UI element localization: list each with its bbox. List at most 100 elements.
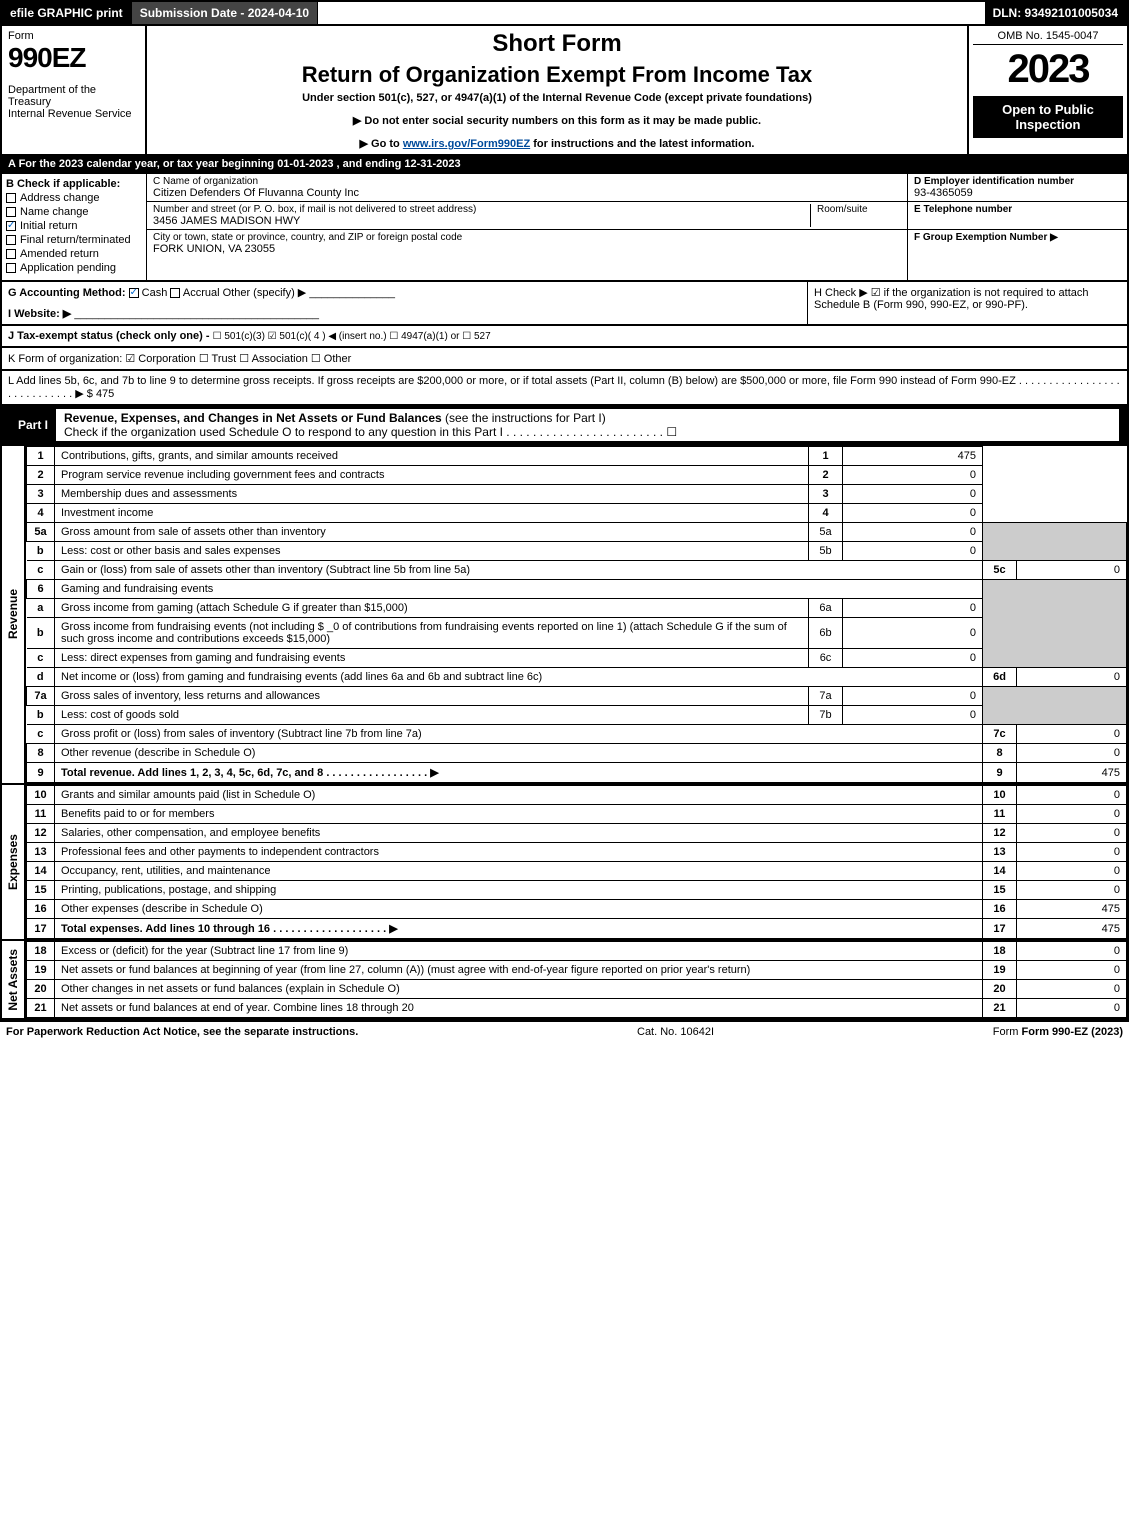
accrual-label: Accrual: [183, 287, 220, 299]
j-label: J Tax-exempt status (check only one) -: [8, 330, 210, 342]
line-16: 16Other expenses (describe in Schedule O…: [27, 900, 1127, 919]
section-i: I Website: ▶: [8, 308, 71, 320]
other-label: Other (specify) ▶: [223, 287, 307, 299]
line-9: 9Total revenue. Add lines 1, 2, 3, 4, 5c…: [27, 763, 1127, 783]
line-2: 2Program service revenue including gover…: [27, 466, 1127, 485]
short-form-title: Short Form: [157, 30, 957, 58]
row-a-tax-year: A For the 2023 calendar year, or tax yea…: [0, 156, 1129, 174]
section-gh: G Accounting Method: Cash Accrual Other …: [0, 282, 1129, 326]
line-14: 14Occupancy, rent, utilities, and mainte…: [27, 862, 1127, 881]
section-def: D Employer identification number 93-4365…: [907, 174, 1127, 280]
section-g: G Accounting Method: Cash Accrual Other …: [2, 282, 807, 324]
section-b: B Check if applicable: Address change Na…: [2, 174, 147, 280]
line-6: 6Gaming and fundraising events: [27, 580, 1127, 599]
chk-application-pending[interactable]: Application pending: [6, 262, 142, 274]
section-c: C Name of organization Citizen Defenders…: [147, 174, 907, 280]
netassets-section: Net Assets 18Excess or (deficit) for the…: [0, 941, 1129, 1020]
line-7c: cGross profit or (loss) from sales of in…: [27, 725, 1127, 744]
line-11: 11Benefits paid to or for members110: [27, 805, 1127, 824]
chk-label: Application pending: [20, 262, 116, 274]
efile-label[interactable]: efile GRAPHIC print: [2, 2, 132, 24]
return-title: Return of Organization Exempt From Incom…: [157, 62, 957, 88]
line-6a: aGross income from gaming (attach Schedu…: [27, 599, 1127, 618]
street-value: 3456 JAMES MADISON HWY: [153, 215, 804, 227]
irs-link[interactable]: www.irs.gov/Form990EZ: [403, 138, 530, 150]
chk-label: Address change: [20, 192, 100, 204]
header-left: Form 990EZ Department of the Treasury In…: [2, 26, 147, 154]
form-label: Form: [8, 30, 139, 42]
part1-label: Part I: [10, 418, 56, 432]
section-f: F Group Exemption Number ▶: [908, 230, 1127, 245]
org-name: Citizen Defenders Of Fluvanna County Inc: [153, 187, 901, 199]
revenue-vlabel-cell: Revenue: [2, 446, 26, 783]
cash-label: Cash: [142, 287, 168, 299]
section-j: J Tax-exempt status (check only one) - ☐…: [0, 326, 1129, 348]
line-20: 20Other changes in net assets or fund ba…: [27, 980, 1127, 999]
section-e: E Telephone number: [908, 202, 1127, 230]
netassets-vlabel-cell: Net Assets: [2, 941, 26, 1018]
chk-label: Initial return: [20, 220, 77, 232]
dln: DLN: 93492101005034: [985, 2, 1127, 24]
chk-initial-return[interactable]: Initial return: [6, 220, 142, 232]
note2-post: for instructions and the latest informat…: [530, 138, 754, 150]
line-8: 8Other revenue (describe in Schedule O)8…: [27, 744, 1127, 763]
line-6d: dNet income or (loss) from gaming and fu…: [27, 668, 1127, 687]
j-options: ☐ 501(c)(3) ☑ 501(c)( 4 ) ◀ (insert no.)…: [213, 331, 491, 342]
part1-check-note: Check if the organization used Schedule …: [64, 425, 677, 439]
footer-right: Form Form 990-EZ (2023): [993, 1026, 1123, 1038]
line-5a: 5aGross amount from sale of assets other…: [27, 523, 1127, 542]
omb-number: OMB No. 1545-0047: [973, 30, 1123, 45]
line-19: 19Net assets or fund balances at beginni…: [27, 961, 1127, 980]
phone-value: [914, 215, 1121, 227]
netassets-table: 18Excess or (deficit) for the year (Subt…: [26, 941, 1127, 1018]
irs-label: Internal Revenue Service: [8, 108, 139, 120]
street-row: Number and street (or P. O. box, if mail…: [147, 202, 907, 230]
expenses-table: 10Grants and similar amounts paid (list …: [26, 785, 1127, 939]
city-row: City or town, state or province, country…: [147, 230, 907, 257]
phone-label: E Telephone number: [914, 204, 1121, 215]
ein-value: 93-4365059: [914, 187, 1121, 199]
chk-label: Name change: [20, 206, 89, 218]
goto-note: ▶ Go to www.irs.gov/Form990EZ for instru…: [157, 137, 957, 150]
city-value: FORK UNION, VA 23055: [153, 243, 901, 255]
chk-accrual[interactable]: [170, 288, 180, 298]
line-6b: bGross income from fundraising events (n…: [27, 618, 1127, 649]
chk-amended-return[interactable]: Amended return: [6, 248, 142, 260]
l-text: L Add lines 5b, 6c, and 7b to line 9 to …: [8, 375, 1120, 400]
chk-name-change[interactable]: Name change: [6, 206, 142, 218]
chk-address-change[interactable]: Address change: [6, 192, 142, 204]
form-header: Form 990EZ Department of the Treasury In…: [0, 26, 1129, 156]
chk-cash[interactable]: [129, 288, 139, 298]
group-exemption-label: F Group Exemption Number ▶: [914, 232, 1121, 243]
expenses-vlabel: Expenses: [4, 830, 22, 894]
line-3: 3Membership dues and assessments30: [27, 485, 1127, 504]
ein-label: D Employer identification number: [914, 176, 1121, 187]
line-1: 1Contributions, gifts, grants, and simil…: [27, 447, 1127, 466]
line-4: 4Investment income40: [27, 504, 1127, 523]
line-13: 13Professional fees and other payments t…: [27, 843, 1127, 862]
note2-pre: ▶ Go to: [360, 138, 403, 150]
line-5b: bLess: cost or other basis and sales exp…: [27, 542, 1127, 561]
line-7a: 7aGross sales of inventory, less returns…: [27, 687, 1127, 706]
street-label: Number and street (or P. O. box, if mail…: [153, 204, 804, 215]
header-right: OMB No. 1545-0047 2023 Open to Public In…: [967, 26, 1127, 154]
tax-year: 2023: [973, 47, 1123, 92]
top-bar: efile GRAPHIC print Submission Date - 20…: [0, 0, 1129, 26]
spacer: [318, 2, 984, 24]
org-name-row: C Name of organization Citizen Defenders…: [147, 174, 907, 202]
section-b-label: B Check if applicable:: [6, 178, 142, 190]
part1-header: Part I Revenue, Expenses, and Changes in…: [0, 406, 1129, 446]
open-to-public: Open to Public Inspection: [973, 96, 1123, 138]
expenses-vlabel-cell: Expenses: [2, 785, 26, 939]
footer-left: For Paperwork Reduction Act Notice, see …: [6, 1026, 358, 1038]
part1-title: Revenue, Expenses, and Changes in Net As…: [56, 409, 1119, 441]
line-10: 10Grants and similar amounts paid (list …: [27, 786, 1127, 805]
dept-label: Department of the Treasury: [8, 84, 139, 108]
line-21: 21Net assets or fund balances at end of …: [27, 999, 1127, 1018]
g-label: G Accounting Method:: [8, 287, 126, 299]
chk-final-return[interactable]: Final return/terminated: [6, 234, 142, 246]
section-bcdef: B Check if applicable: Address change Na…: [0, 174, 1129, 282]
part1-title-text: Revenue, Expenses, and Changes in Net As…: [64, 411, 442, 425]
chk-label: Final return/terminated: [20, 234, 131, 246]
room-label: Room/suite: [811, 204, 901, 227]
